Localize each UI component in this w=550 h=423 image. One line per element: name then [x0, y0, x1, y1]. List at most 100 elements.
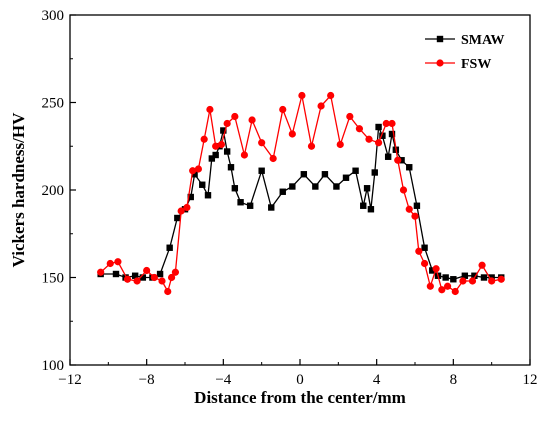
data-point-fsw: [451, 287, 459, 296]
data-point-fsw: [143, 266, 151, 275]
data-point-smaw: [258, 167, 265, 174]
data-point-smaw: [371, 169, 378, 176]
data-point-fsw: [231, 112, 239, 121]
data-point-fsw: [394, 156, 402, 164]
data-point-fsw: [212, 142, 220, 150]
data-point-smaw: [112, 270, 120, 278]
data-point-fsw: [411, 212, 419, 220]
data-point-fsw: [106, 259, 114, 268]
data-point-fsw: [426, 282, 434, 290]
x-tick-label: 12: [523, 372, 538, 388]
data-point-fsw: [171, 268, 180, 276]
data-point-smaw: [333, 183, 340, 190]
data-point-fsw: [206, 105, 214, 114]
data-point-smaw: [208, 155, 216, 162]
data-point-smaw: [246, 202, 254, 209]
y-tick-label: 300: [42, 8, 65, 24]
data-point-smaw: [429, 267, 436, 274]
data-point-smaw: [300, 171, 308, 178]
data-point-smaw: [421, 244, 428, 251]
y-tick-label: 100: [42, 358, 65, 374]
data-point-fsw: [217, 140, 226, 149]
data-point-smaw: [321, 171, 329, 178]
data-point-fsw: [336, 140, 344, 149]
data-point-smaw: [413, 202, 421, 209]
legend-marker-fsw: [436, 59, 444, 67]
data-point-smaw: [212, 151, 219, 159]
data-point-smaw: [220, 127, 227, 134]
data-point-smaw: [131, 272, 139, 279]
data-point-fsw: [164, 287, 172, 296]
data-point-smaw: [191, 171, 198, 178]
data-point-fsw: [468, 277, 477, 285]
data-point-smaw: [406, 164, 413, 171]
data-point-fsw: [443, 282, 452, 290]
data-point-smaw: [312, 183, 319, 190]
legend-item-smaw: SMAW: [425, 33, 505, 48]
data-point-smaw: [398, 157, 405, 164]
data-point-smaw: [279, 188, 286, 195]
data-point-fsw: [248, 116, 256, 124]
data-point-fsw: [114, 258, 122, 266]
data-point-fsw: [194, 165, 203, 173]
data-point-fsw: [133, 277, 141, 285]
y-tick-label: 200: [42, 183, 65, 199]
data-point-fsw: [123, 275, 132, 283]
data-point-smaw: [480, 274, 488, 281]
data-point-smaw: [187, 193, 194, 201]
data-point-smaw: [227, 164, 235, 171]
legend-item-fsw: FSW: [425, 57, 491, 72]
data-point-fsw: [183, 203, 191, 212]
data-point-fsw: [158, 277, 166, 285]
series-smaw: [97, 123, 505, 283]
x-tick-label: 8: [450, 372, 458, 388]
data-point-fsw: [405, 205, 413, 213]
data-point-smaw: [375, 123, 382, 131]
data-point-fsw: [150, 273, 158, 282]
data-point-fsw: [307, 142, 316, 150]
x-tick-label: −4: [215, 372, 231, 388]
data-point-fsw: [189, 167, 197, 175]
series-line-fsw: [100, 94, 502, 294]
data-point-fsw: [438, 286, 446, 294]
data-point-smaw: [231, 185, 239, 192]
legend-label-smaw: SMAW: [461, 33, 505, 48]
x-tick-label: 4: [373, 372, 381, 388]
data-point-smaw: [166, 244, 173, 251]
data-point-smaw: [360, 202, 367, 209]
data-point-fsw: [346, 112, 354, 121]
plot-area: [97, 91, 505, 296]
data-point-fsw: [258, 139, 266, 147]
data-point-fsw: [288, 130, 296, 138]
y-tick-label: 150: [42, 271, 65, 287]
data-point-smaw: [139, 274, 147, 281]
data-point-fsw: [269, 154, 277, 163]
data-point-smaw: [367, 206, 375, 213]
data-point-fsw: [240, 151, 249, 159]
data-point-smaw: [289, 183, 296, 190]
data-point-smaw: [461, 272, 469, 279]
x-tick-label: 0: [296, 372, 304, 388]
data-point-smaw: [352, 167, 359, 174]
data-point-fsw: [167, 273, 176, 282]
x-tick-label: −8: [139, 372, 155, 388]
data-point-fsw: [317, 102, 325, 110]
data-point-fsw: [420, 259, 429, 268]
data-point-fsw: [399, 186, 408, 194]
data-point-smaw: [363, 185, 371, 192]
data-point-fsw: [432, 265, 440, 273]
data-point-fsw: [97, 268, 105, 276]
data-point-fsw: [177, 207, 185, 215]
legend-marker-smaw: [436, 35, 444, 43]
data-point-smaw: [450, 276, 457, 283]
data-point-smaw: [223, 148, 231, 155]
x-axis-title: Distance from the center/mm: [194, 388, 406, 407]
data-point-fsw: [459, 277, 467, 285]
data-point-fsw: [365, 135, 373, 143]
data-point-fsw: [374, 139, 383, 147]
data-point-fsw: [497, 275, 505, 283]
data-point-fsw: [223, 119, 231, 128]
data-point-smaw: [379, 132, 386, 139]
data-point-smaw: [442, 274, 449, 281]
